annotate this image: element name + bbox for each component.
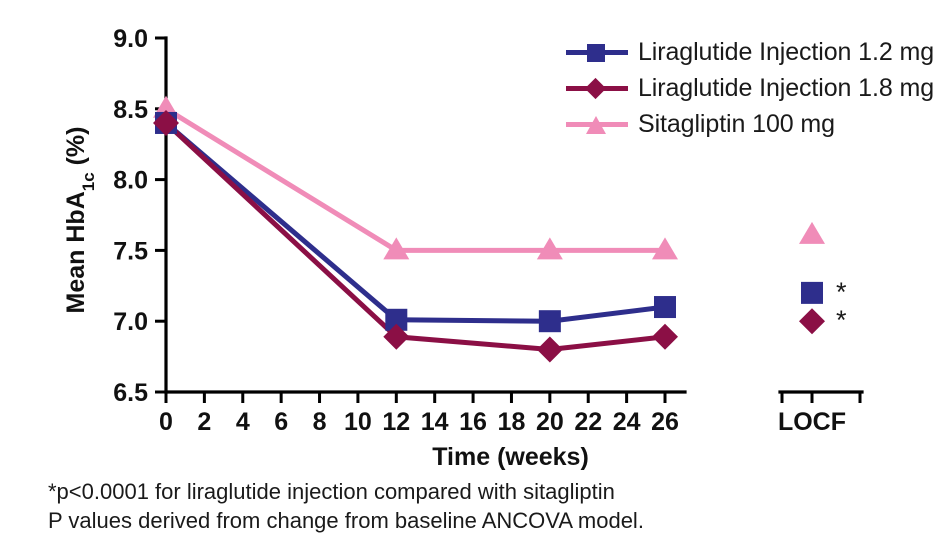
x-axis-tick-label: 8: [313, 408, 327, 436]
legend-label: Liraglutide Injection 1.2 mg: [638, 37, 934, 66]
legend-item-sitagliptin-100: Sitagliptin 100 mg: [566, 106, 944, 142]
series-line-2: [164, 106, 665, 253]
x-axis-tick-label: 24: [613, 408, 641, 436]
series-2-point-2-triangle-marker: [536, 237, 563, 260]
x-axis-tick-label: 0: [159, 408, 173, 436]
legend-marker-triangle-icon: [566, 109, 628, 139]
series-1-point-0-diamond-marker: [153, 109, 179, 136]
series-1-point-3-diamond-marker: [652, 323, 678, 350]
legend-label: Sitagliptin 100 mg: [638, 109, 835, 138]
footnote-pvalue: *p<0.0001 for liraglutide injection comp…: [48, 479, 615, 504]
series-1-point-1-diamond-marker: [383, 323, 410, 350]
y-axis-title: Mean HbA1c (%): [62, 127, 98, 314]
y-axis-tick-label: 9.0: [113, 25, 148, 53]
y-axis-title-text: Mean HbA1c (%): [62, 127, 98, 314]
locf-significance-star: *: [836, 277, 847, 307]
x-axis-tick-label: 18: [498, 408, 526, 436]
x-axis-tick-label: 26: [651, 408, 679, 436]
series-line-0: [164, 121, 666, 324]
y-axis-tick-label: 7.0: [113, 308, 148, 336]
locf-point-2-diamond-marker: [799, 308, 825, 335]
x-axis-tick-label: 2: [197, 408, 211, 436]
x-axis-title: Time (weeks): [432, 443, 589, 471]
series-0-point-3-square-marker: [654, 296, 676, 319]
x-axis-tick-label: 14: [421, 408, 449, 436]
x-axis-tick-label: 12: [382, 408, 410, 436]
x-axis-tick-label: 20: [536, 408, 564, 436]
footnote-ancova: P values derived from change from baseli…: [48, 508, 644, 533]
locf-axis-label: LOCF: [778, 408, 846, 436]
series-line-1: [164, 121, 666, 353]
x-axis-tick-label: 22: [574, 408, 602, 436]
locf-significance-star: *: [836, 305, 847, 335]
series-2-point-3-triangle-marker: [652, 237, 678, 260]
x-axis-tick-label: 10: [344, 408, 372, 436]
legend-item-liraglutide-1-8: Liraglutide Injection 1.8 mg: [566, 70, 944, 106]
y-axis-tick-label: 8.0: [113, 167, 148, 195]
chart-legend: Liraglutide Injection 1.2 mg Liraglutide…: [566, 34, 944, 142]
x-axis-tick-label: 6: [274, 408, 288, 436]
locf-point-1-square-marker: [801, 281, 823, 304]
y-axis-tick-label: 8.5: [113, 96, 148, 124]
chart-footnotes: *p<0.0001 for liraglutide injection comp…: [48, 477, 928, 535]
series-2-point-1-triangle-marker: [383, 237, 410, 260]
y-axis-tick-label: 7.5: [113, 237, 148, 265]
series-0-point-2-square-marker: [538, 310, 561, 333]
locf-point-0-triangle-marker: [799, 221, 825, 244]
x-axis-tick-label: 4: [236, 408, 250, 436]
series-1-point-2-diamond-marker: [536, 336, 563, 363]
y-axis-tick-label: 6.5: [113, 379, 148, 407]
legend-marker-square-icon: [566, 37, 628, 67]
x-axis-tick-label: 16: [459, 408, 487, 436]
series-0-point-1-square-marker: [385, 308, 408, 331]
legend-label: Liraglutide Injection 1.8 mg: [638, 73, 934, 102]
legend-item-liraglutide-1-2: Liraglutide Injection 1.2 mg: [566, 34, 944, 70]
legend-marker-diamond-icon: [566, 73, 628, 103]
